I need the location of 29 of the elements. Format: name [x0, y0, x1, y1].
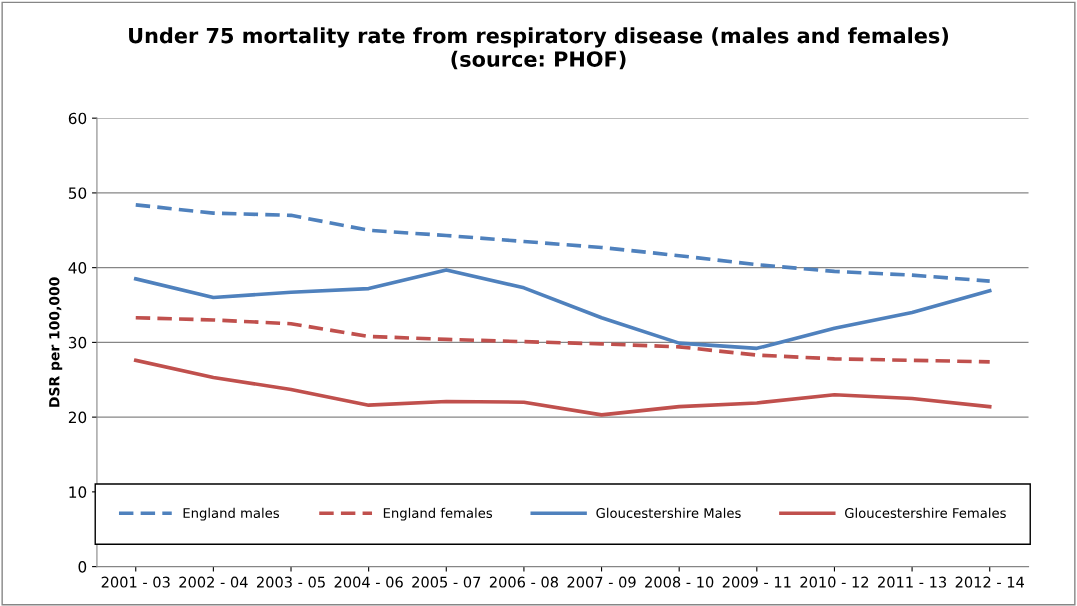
x-tick-label: 2002 - 04 — [179, 576, 248, 588]
y-tick-label: 10 — [69, 486, 87, 498]
chart-title: Under 75 mortality rate from respiratory disease (males and females) (source: PHOF) — [129, 27, 949, 70]
y-axis-title: DSR per 100,000 — [49, 277, 63, 407]
y-tick-label: 40 — [68, 262, 87, 274]
x-tick-label: 2004 - 06 — [334, 576, 403, 588]
x-tick-label: 2003 - 05 — [256, 576, 325, 588]
x-tick-label: 2011 - 13 — [878, 576, 947, 588]
x-tick-label: 2006 - 08 — [489, 576, 559, 588]
y-tick-label: 50 — [68, 187, 87, 199]
legend-label: England females — [383, 507, 493, 521]
line-series — [133, 315, 992, 364]
x-tick-label: 2008 - 10 — [645, 576, 714, 588]
legend-label: Gloucestershire Males — [596, 507, 741, 519]
x-tick-label: 2009 - 11 — [722, 576, 791, 588]
line-series — [133, 203, 992, 283]
y-tick-label: 30 — [68, 336, 87, 349]
x-tick-label: 2001 - 03 — [101, 576, 170, 588]
line-series — [133, 268, 992, 351]
x-tick-label: 2010 - 12 — [800, 576, 869, 588]
line-series — [133, 358, 992, 417]
y-tick-label: 20 — [68, 411, 87, 424]
x-tick-label: 2007 - 09 — [567, 576, 636, 588]
x-tick-label: 2012 - 14 — [955, 576, 1024, 588]
y-tick-label: 0 — [78, 561, 87, 573]
x-tick-label: 2005 - 07 — [412, 576, 481, 588]
y-tick-label: 60 — [68, 112, 87, 125]
legend-label: England males — [183, 507, 280, 521]
legend-label: Gloucestershire Females — [845, 507, 1006, 519]
